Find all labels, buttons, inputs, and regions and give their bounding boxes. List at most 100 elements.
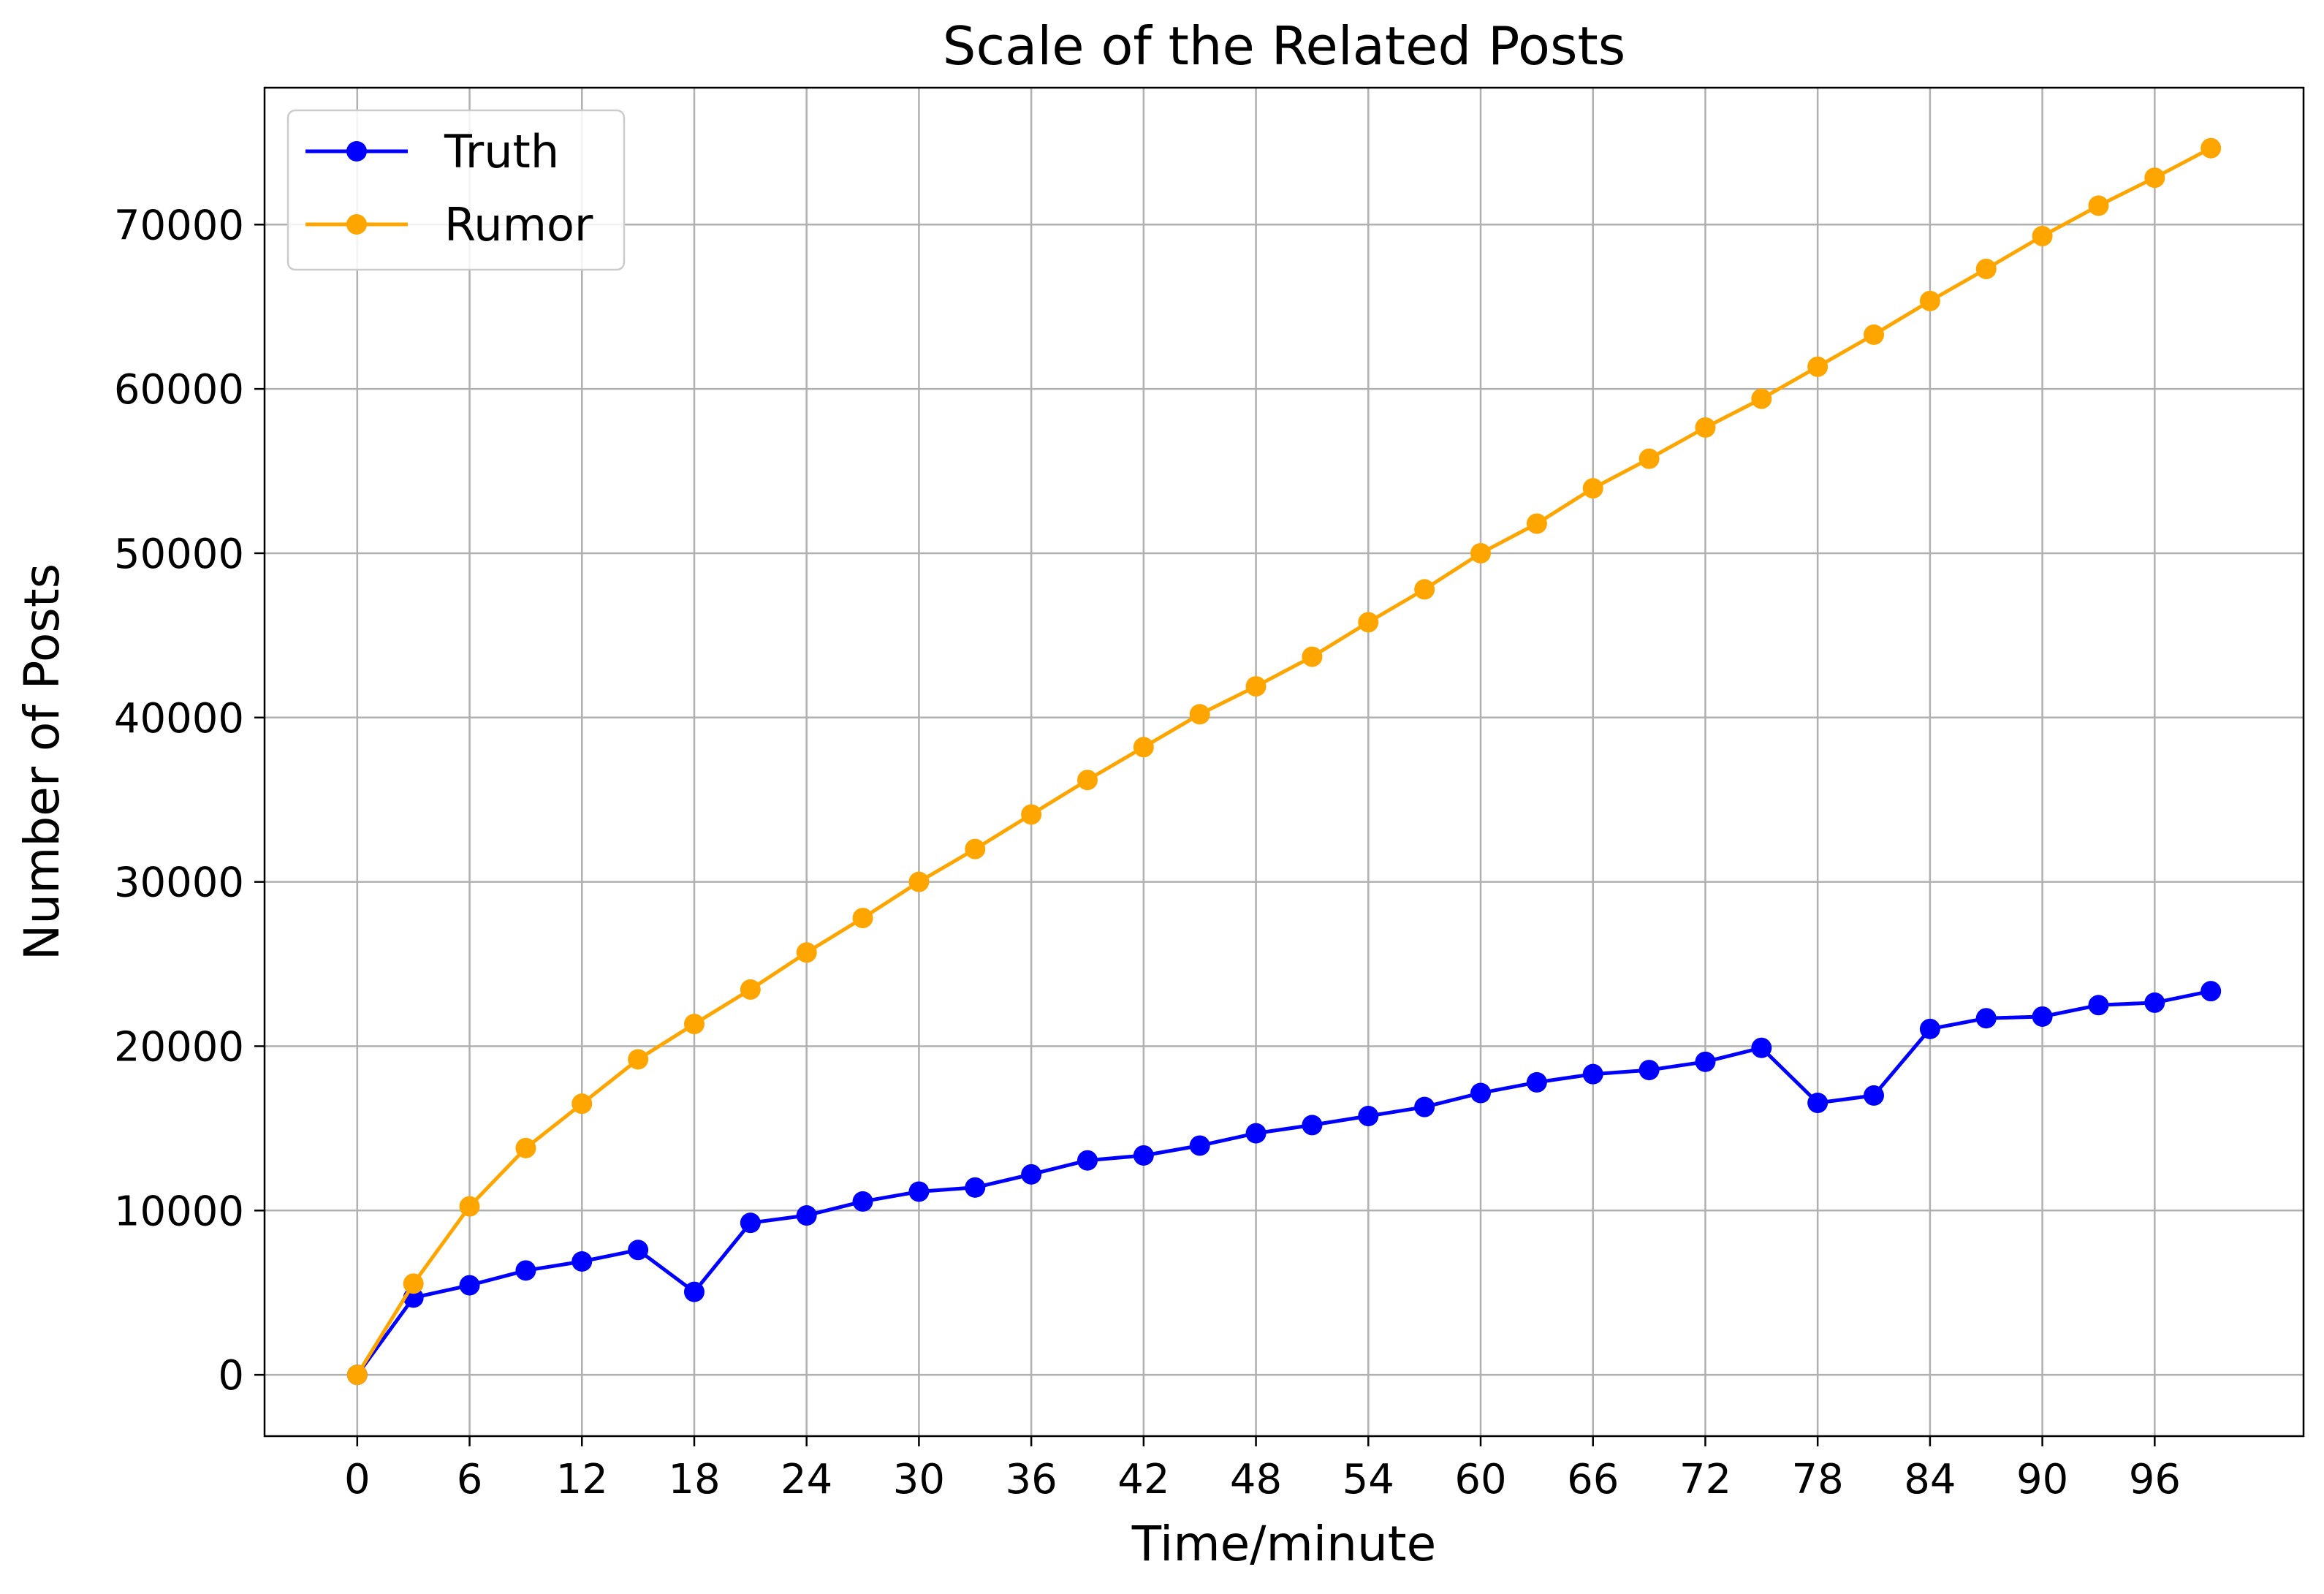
data-point-rumor [2032, 226, 2053, 247]
x-tick-label: 66 [1567, 1456, 1619, 1503]
data-point-rumor [1807, 356, 1829, 377]
data-point-truth [1076, 1150, 1098, 1171]
data-point-truth [1302, 1115, 1323, 1136]
data-point-truth [1245, 1123, 1267, 1144]
data-point-truth [740, 1212, 761, 1234]
data-point-rumor [571, 1093, 593, 1115]
data-point-rumor [1189, 704, 1210, 725]
data-point-truth [908, 1181, 930, 1202]
x-tick-label: 78 [1792, 1456, 1844, 1503]
data-point-truth [571, 1250, 593, 1272]
legend-label: Truth [444, 125, 559, 178]
data-point-truth [1470, 1082, 1492, 1104]
data-point-rumor [515, 1137, 536, 1158]
data-point-rumor [852, 908, 873, 929]
data-point-truth [965, 1177, 986, 1198]
data-point-rumor [1358, 612, 1379, 633]
data-point-truth [1414, 1096, 1435, 1117]
data-point-truth [683, 1281, 705, 1302]
data-point-truth [628, 1240, 649, 1261]
data-point-truth [2032, 1006, 2053, 1027]
data-point-rumor [628, 1049, 649, 1070]
data-point-rumor [1695, 417, 1716, 438]
data-point-rumor [346, 1365, 368, 1386]
data-point-rumor [1582, 478, 1603, 499]
data-point-rumor [1245, 676, 1267, 697]
data-point-truth [515, 1260, 536, 1281]
data-point-rumor [403, 1273, 424, 1294]
y-tick-label: 50000 [114, 531, 244, 578]
data-point-rumor [1751, 388, 1772, 409]
data-point-rumor [1638, 448, 1660, 469]
x-tick-label: 72 [1679, 1456, 1731, 1503]
data-point-rumor [2200, 137, 2222, 159]
data-point-rumor [740, 979, 761, 1000]
axis-ticks: 0 6 12 18 24 30 36 42 48 54 60 66 72 78 84 90 96 0 10000 20… [114, 202, 2181, 1503]
data-point-truth [796, 1205, 817, 1226]
series-truth [346, 981, 2222, 1386]
data-point-truth [1919, 1018, 1940, 1039]
y-tick-label: 70000 [114, 202, 244, 249]
x-tick-label: 84 [1904, 1456, 1956, 1503]
x-tick-label: 48 [1230, 1456, 1282, 1503]
data-point-truth [2144, 992, 2165, 1013]
data-point-rumor [1302, 646, 1323, 667]
legend-marker [346, 141, 367, 162]
legend-label: Rumor [444, 198, 593, 251]
data-point-truth [1582, 1063, 1603, 1085]
y-tick-label: 30000 [114, 859, 244, 907]
series-line-truth [355, 989, 2211, 1376]
plot-area-frame [263, 86, 2305, 1438]
legend-item-truth: Truth [305, 125, 559, 178]
data-point-rumor [2088, 195, 2109, 216]
data-point-truth [1638, 1060, 1660, 1081]
x-tick-label: 0 [344, 1456, 371, 1503]
series-rumor [346, 137, 2222, 1386]
x-tick-label: 18 [668, 1456, 720, 1503]
x-tick-label: 24 [781, 1456, 832, 1503]
y-tick-label: 10000 [114, 1188, 244, 1235]
data-point-rumor [965, 838, 986, 859]
data-point-truth [2200, 981, 2222, 1002]
x-axis-label: Time/minute [1131, 1516, 1437, 1572]
data-point-rumor [1414, 579, 1435, 600]
legend: Truth Rumor [286, 109, 626, 271]
x-tick-label: 60 [1454, 1456, 1506, 1503]
x-tick-label: 42 [1117, 1456, 1169, 1503]
data-point-rumor [1470, 542, 1492, 563]
grid [265, 88, 2304, 1436]
data-point-truth [1358, 1106, 1379, 1127]
x-tick-label: 30 [893, 1456, 945, 1503]
data-point-truth [1807, 1093, 1829, 1114]
data-point-truth [1864, 1085, 1885, 1106]
data-point-rumor [1021, 804, 1042, 825]
x-tick-label: 36 [1005, 1456, 1057, 1503]
legend-marker [346, 214, 367, 235]
y-tick-label: 40000 [114, 695, 244, 743]
data-point-rumor [1526, 513, 1547, 534]
data-point-truth [1189, 1135, 1210, 1156]
data-point-rumor [1975, 258, 1997, 279]
x-tick-label: 90 [2016, 1456, 2068, 1503]
data-point-truth [2088, 995, 2109, 1016]
data-point-rumor [459, 1196, 480, 1217]
x-tick-label: 54 [1343, 1456, 1394, 1503]
data-point-rumor [683, 1014, 705, 1035]
data-point-truth [1133, 1145, 1154, 1166]
series-lines [346, 137, 2222, 1386]
y-tick-label: 60000 [114, 366, 244, 414]
y-tick-label: 0 [218, 1352, 244, 1400]
x-tick-label: 6 [457, 1456, 483, 1503]
data-point-rumor [908, 871, 930, 892]
y-axis-label: Number of Posts [14, 563, 70, 960]
x-tick-label: 12 [556, 1456, 608, 1503]
data-point-truth [1526, 1071, 1547, 1093]
data-point-rumor [1864, 324, 1885, 345]
y-tick-label: 20000 [114, 1023, 244, 1071]
data-point-truth [1695, 1051, 1716, 1072]
data-point-truth [852, 1191, 873, 1212]
data-point-rumor [796, 942, 817, 963]
data-point-rumor [1133, 737, 1154, 758]
series-line-rumor [355, 146, 2212, 1376]
